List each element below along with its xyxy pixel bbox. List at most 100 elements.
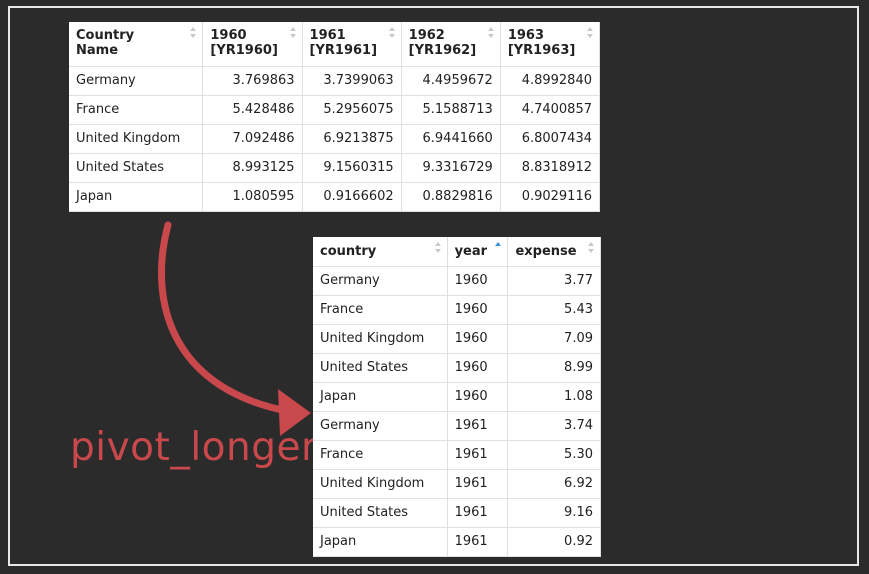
cell-value: 8.8318912 bbox=[500, 153, 601, 183]
col-header-line2: [YR1961] bbox=[309, 43, 378, 58]
wide-table-row: United States 8.993125 9.1560315 9.33167… bbox=[69, 153, 601, 183]
wide-table-row: Germany 3.769863 3.7399063 4.4959672 4.8… bbox=[69, 66, 601, 96]
long-table-row: France 1960 5.43 bbox=[313, 295, 601, 325]
long-col-header-year[interactable]: year bbox=[447, 237, 509, 267]
wide-table-row: United Kingdom 7.092486 6.9213875 6.9441… bbox=[69, 124, 601, 154]
cell-value: 8.993125 bbox=[202, 153, 303, 183]
cell-country: United Kingdom bbox=[69, 124, 204, 154]
cell-value: 5.1588713 bbox=[401, 95, 501, 125]
cell-expense: 0.92 bbox=[507, 527, 601, 557]
long-table-row: Germany 1961 3.74 bbox=[313, 411, 601, 441]
wide-table: Country Name 1960 [YR1960] 1961 [YR1961]… bbox=[69, 22, 601, 212]
cell-expense: 5.30 bbox=[507, 440, 601, 470]
wide-col-header-1962[interactable]: 1962 [YR1962] bbox=[401, 22, 501, 67]
long-table-row: Germany 1960 3.77 bbox=[313, 266, 601, 296]
cell-year: 1960 bbox=[447, 266, 509, 296]
long-table-row: Japan 1960 1.08 bbox=[313, 382, 601, 412]
wide-table-header-row: Country Name 1960 [YR1960] 1961 [YR1961]… bbox=[69, 22, 601, 67]
cell-country: France bbox=[69, 95, 204, 125]
outer-frame bbox=[8, 6, 859, 566]
cell-country: Japan bbox=[313, 382, 448, 412]
cell-country: United Kingdom bbox=[313, 469, 448, 499]
cell-value: 9.1560315 bbox=[302, 153, 402, 183]
cell-country: France bbox=[313, 295, 448, 325]
long-table-row: United States 1961 9.16 bbox=[313, 498, 601, 528]
col-header-line1: 1962 bbox=[408, 28, 445, 43]
cell-value: 5.2956075 bbox=[302, 95, 402, 125]
cell-expense: 7.09 bbox=[507, 324, 601, 354]
cell-country: United Kingdom bbox=[313, 324, 448, 354]
arrow-head-icon bbox=[278, 389, 311, 436]
col-header-line2: [YR1962] bbox=[408, 43, 477, 58]
cell-expense: 5.43 bbox=[507, 295, 601, 325]
cell-country: Germany bbox=[313, 266, 448, 296]
wide-table-row: France 5.428486 5.2956075 5.1588713 4.74… bbox=[69, 95, 601, 125]
cell-value: 3.769863 bbox=[202, 66, 303, 96]
cell-country: Germany bbox=[69, 66, 204, 96]
col-header-label: year bbox=[454, 244, 488, 259]
long-col-header-expense[interactable]: expense bbox=[507, 237, 601, 267]
pivot-longer-label: pivot_longer bbox=[70, 425, 318, 470]
cell-year: 1960 bbox=[447, 295, 509, 325]
cell-expense: 9.16 bbox=[507, 498, 601, 528]
cell-value: 6.9441660 bbox=[401, 124, 501, 154]
col-header-label: expense bbox=[515, 244, 577, 259]
cell-year: 1960 bbox=[447, 353, 509, 383]
cell-value: 3.7399063 bbox=[302, 66, 402, 96]
col-header-line2: Name bbox=[76, 43, 119, 58]
cell-value: 4.8992840 bbox=[500, 66, 601, 96]
col-header-line2: [YR1963] bbox=[507, 43, 576, 58]
long-table-header-row: country year expense bbox=[313, 237, 601, 267]
cell-year: 1961 bbox=[447, 527, 509, 557]
cell-value: 7.092486 bbox=[202, 124, 303, 154]
cell-value: 4.7400857 bbox=[500, 95, 601, 125]
long-table-row: United Kingdom 1960 7.09 bbox=[313, 324, 601, 354]
col-header-line1: Country bbox=[76, 28, 135, 43]
cell-country: France bbox=[313, 440, 448, 470]
cell-value: 0.9029116 bbox=[500, 182, 601, 212]
cell-year: 1961 bbox=[447, 440, 509, 470]
cell-value: 0.9166602 bbox=[302, 182, 402, 212]
cell-expense: 6.92 bbox=[507, 469, 601, 499]
cell-year: 1960 bbox=[447, 324, 509, 354]
wide-col-header-1963[interactable]: 1963 [YR1963] bbox=[500, 22, 601, 67]
cell-value: 6.9213875 bbox=[302, 124, 402, 154]
sort-arrows-icon[interactable] bbox=[434, 242, 442, 254]
wide-col-header-1960[interactable]: 1960 [YR1960] bbox=[202, 22, 303, 67]
col-header-label: country bbox=[320, 244, 377, 259]
col-header-line1: 1963 bbox=[507, 28, 544, 43]
cell-expense: 1.08 bbox=[507, 382, 601, 412]
cell-year: 1960 bbox=[447, 382, 509, 412]
cell-year: 1961 bbox=[447, 411, 509, 441]
sort-arrows-icon[interactable] bbox=[588, 242, 595, 254]
cell-value: 5.428486 bbox=[202, 95, 303, 125]
long-table-row: United States 1960 8.99 bbox=[313, 353, 601, 383]
cell-expense: 3.74 bbox=[507, 411, 601, 441]
wide-col-header-country[interactable]: Country Name bbox=[69, 22, 204, 67]
sort-arrows-icon[interactable] bbox=[487, 27, 495, 39]
long-table: country year expense Germany 1960 3.77 F… bbox=[313, 237, 601, 557]
cell-value: 6.8007434 bbox=[500, 124, 601, 154]
cell-country: Japan bbox=[313, 527, 448, 557]
cell-expense: 3.77 bbox=[507, 266, 601, 296]
cell-country: Germany bbox=[313, 411, 448, 441]
col-header-line1: 1961 bbox=[309, 28, 346, 43]
col-header-line2: [YR1960] bbox=[210, 43, 278, 58]
sort-arrows-icon[interactable] bbox=[388, 27, 396, 39]
sort-ascending-icon[interactable] bbox=[495, 242, 502, 254]
sort-arrows-icon[interactable] bbox=[289, 27, 297, 39]
long-table-row: France 1961 5.30 bbox=[313, 440, 601, 470]
long-col-header-country[interactable]: country bbox=[313, 237, 448, 267]
cell-country: United States bbox=[313, 353, 448, 383]
cell-year: 1961 bbox=[447, 498, 509, 528]
wide-col-header-1961[interactable]: 1961 [YR1961] bbox=[302, 22, 402, 67]
cell-year: 1961 bbox=[447, 469, 509, 499]
long-table-row: United Kingdom 1961 6.92 bbox=[313, 469, 601, 499]
cell-country: United States bbox=[313, 498, 448, 528]
sort-arrows-icon[interactable] bbox=[587, 27, 594, 39]
cell-value: 4.4959672 bbox=[401, 66, 501, 96]
sort-arrows-icon[interactable] bbox=[190, 27, 197, 39]
cell-value: 1.080595 bbox=[202, 182, 303, 212]
col-header-line1: 1960 bbox=[210, 28, 247, 43]
